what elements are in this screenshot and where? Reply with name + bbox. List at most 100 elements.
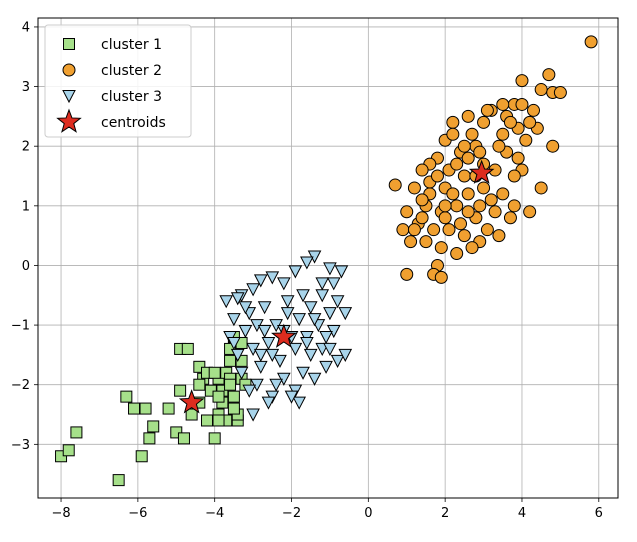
cluster-2-series [388,35,598,284]
x-tick-label: 4 [518,506,526,521]
plot-frame [37,17,619,499]
cluster-2-point [415,193,429,207]
cluster-2-point [400,267,414,281]
cluster-2-point [454,217,468,231]
cluster-3-point [246,408,260,422]
legend-label: cluster 1 [101,37,162,53]
cluster-3-point [288,265,303,279]
cluster-2-point [461,187,475,201]
y-tick-label: −1 [11,319,30,334]
cluster-2-point [461,205,475,219]
cluster-2-point [503,115,517,129]
cluster-2-point [519,133,533,147]
centroid-point [271,323,297,348]
cluster-3-point [269,378,283,392]
x-tick-label: −6 [128,506,147,521]
legend-marker [56,108,82,133]
cluster-2-point [415,211,429,225]
cluster-3-point [280,307,295,321]
cluster-3-point [265,348,280,362]
cluster-3-point [246,283,260,297]
cluster-2-point [496,127,510,141]
cluster-1-point [212,414,225,427]
legend: cluster 1 cluster 2 cluster 3 centroids [44,24,192,138]
cluster-2-point [438,199,452,213]
cluster-3-point [284,390,299,404]
cluster-1-point [185,408,198,421]
cluster-3-point [230,292,245,306]
centroids-series [178,159,495,414]
cluster-3-point [234,366,249,380]
cluster-2-point [415,163,429,177]
cluster-2-point [404,235,418,249]
cluster-2-point [534,83,548,97]
cluster-2-point [442,223,456,237]
cluster-2-point [438,211,452,225]
cluster-2-point [430,169,444,183]
cluster-2-point [526,103,540,117]
cluster-2-point [480,223,494,237]
cluster-2-point [515,97,529,111]
cluster-3-point [265,271,280,285]
legend-label: cluster 3 [101,89,162,105]
cluster-3-point [257,301,272,315]
cluster-1-point [208,366,221,379]
cluster-1-point [224,354,237,367]
cluster-1-point [224,378,237,391]
cluster-3-point [323,262,337,276]
cluster-3-point [261,396,276,410]
cluster-3-point [323,307,337,321]
cluster-3-point [288,342,303,357]
cluster-1-point [212,390,225,403]
cluster-1-point [128,402,141,415]
cluster-3-point [300,256,314,270]
cluster-3-point [303,301,318,315]
cluster-2-point [457,139,471,153]
cluster-1-point [208,432,221,445]
cluster-3-point [230,348,245,362]
y-tick-label: 2 [22,140,30,155]
cluster-1-point [235,354,248,367]
cluster-3-point [253,274,268,288]
cluster-2-point [450,247,464,261]
cluster-2-point [446,127,460,141]
cluster-3-point [296,366,310,380]
cluster-1-point [227,402,240,415]
cluster-1-point [135,450,148,463]
legend-marker [62,90,76,104]
cluster-3-point [338,348,353,362]
cluster-3-point [238,325,253,339]
cluster-2-point [434,270,448,284]
legend-marker [62,63,76,77]
cluster-3-point [307,372,322,386]
cluster-2-point [461,151,475,165]
cluster-1-point [139,402,152,415]
cluster-3-point [257,325,272,339]
cluster-2-point [584,35,598,49]
cluster-2-point [450,157,464,171]
cluster-3-point [300,336,314,351]
cluster-1-point [143,432,156,445]
cluster-3-point [330,354,345,368]
cluster-2-point [496,187,510,201]
cluster-3-point [273,354,287,368]
legend-box [44,24,192,138]
cluster-3-point [303,348,318,362]
cluster-2-point [457,229,471,243]
cluster-3-point [323,342,337,357]
cluster-3-point [319,360,333,374]
cluster-1-point [201,414,214,427]
cluster-2-point [407,181,421,195]
legend-label: cluster 2 [101,63,162,79]
cluster-2-point [400,205,414,219]
cluster-3-point [315,277,330,291]
legend-marker [63,38,75,50]
cluster-1-point [120,390,133,403]
cluster-2-point [407,223,421,237]
x-tick-label: −2 [282,506,301,521]
cluster-2-point [480,103,494,117]
cluster-2-point [534,181,548,195]
cluster-3-point [261,336,276,351]
cluster-3-point [330,295,345,309]
cluster-3-point [296,289,310,303]
